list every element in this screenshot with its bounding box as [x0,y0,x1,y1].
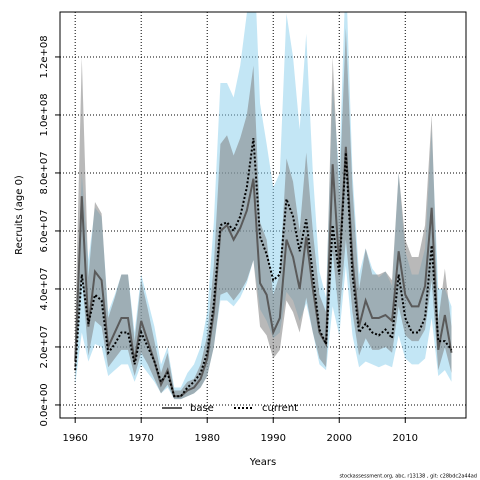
y-tick-label: 4.0e+07 [39,267,50,310]
y-tick-label: 6.0e+07 [39,209,50,252]
x-tick-label: 1990 [261,433,286,444]
y-tick-label: 1.0e+08 [39,93,50,136]
series-line [74,146,453,398]
footer: stockassessment.org, abc, r13138 , git: … [339,474,477,480]
legend-label: base [190,403,214,414]
x-tick-label: 2000 [327,433,352,444]
plot-frame [59,11,467,419]
y-axis-label: Recruits (age 0) [14,175,25,255]
series-line [74,138,453,398]
plot-area [60,12,466,418]
y-tick-label: 1.2e+08 [39,35,50,78]
x-tick-label: 1960 [62,433,87,444]
x-tick-label: 1970 [128,433,153,444]
x-tick-label: 2010 [393,433,418,444]
y-tick-label: 2.0e+07 [39,325,50,368]
y-tick-label: 8.0e+07 [39,151,50,194]
x-axis-label: Years [249,457,276,468]
y-tick-label: 0.0e+00 [39,383,50,426]
x-tick-label: 1980 [194,433,219,444]
legend-label: current [262,403,298,414]
